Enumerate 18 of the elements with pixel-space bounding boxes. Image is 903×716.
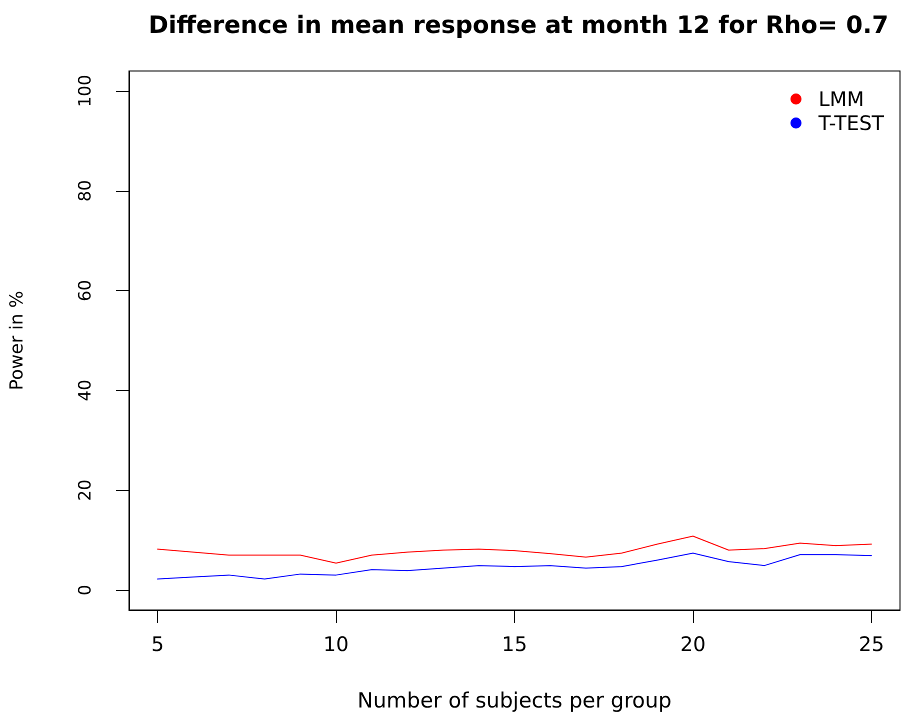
y-tick-label: 60 bbox=[76, 280, 96, 302]
x-axis-title: Number of subjects per group bbox=[357, 688, 672, 712]
y-tick-label: 0 bbox=[76, 584, 96, 596]
x-tick-label: 25 bbox=[858, 632, 884, 656]
y-tick-label: 100 bbox=[76, 74, 96, 108]
x-tick-label: 15 bbox=[502, 632, 528, 656]
line-series bbox=[157, 536, 872, 564]
x-tick-label: 10 bbox=[323, 632, 349, 656]
legend-label: LMM bbox=[818, 87, 864, 111]
y-tick-label: 80 bbox=[76, 180, 96, 202]
line-series bbox=[157, 552, 872, 580]
y-tick-label: 40 bbox=[76, 380, 96, 402]
y-axis-title: Power in % bbox=[6, 290, 28, 390]
x-tick-label: 5 bbox=[151, 632, 164, 656]
legend-label: T-TEST bbox=[817, 111, 885, 135]
y-tick-label: 20 bbox=[76, 479, 96, 502]
chart-title: Difference in mean response at month 12 for Rho= 0.7 bbox=[148, 11, 889, 39]
x-tick-label: 20 bbox=[680, 632, 706, 656]
